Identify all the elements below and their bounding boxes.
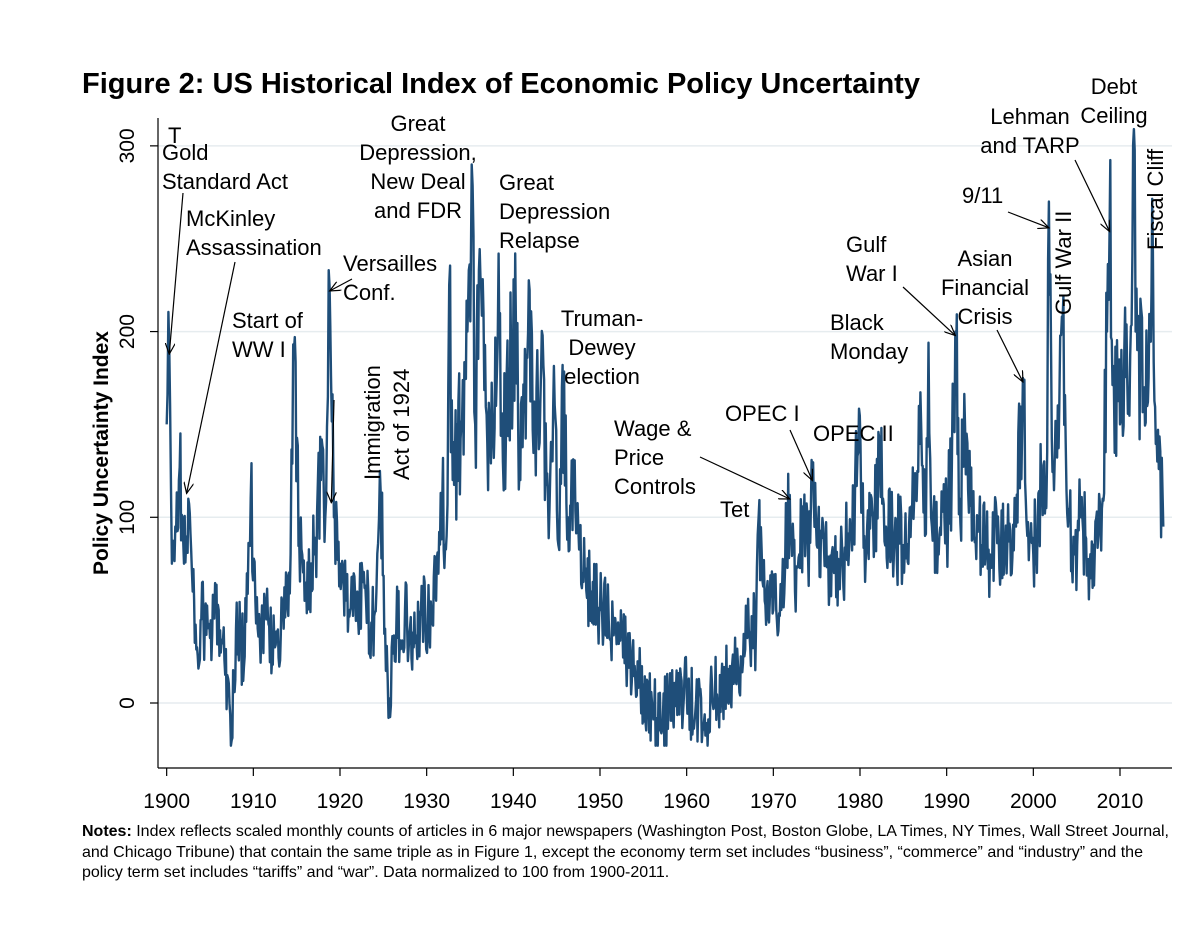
- annotation-arrow: [187, 261, 236, 493]
- annotation-line: Debt: [1091, 74, 1137, 99]
- x-tick-label: 1960: [663, 790, 710, 813]
- x-tick-label: 1940: [490, 790, 537, 813]
- annotation-line: McKinley: [186, 206, 275, 231]
- annotation-label: Fiscal Cliff: [1143, 148, 1168, 250]
- annotation-arrow: [1007, 211, 1049, 228]
- annotation-line: War I: [846, 261, 898, 286]
- annotation-arrow: [996, 329, 1023, 382]
- x-tick-label: 2010: [1097, 790, 1144, 813]
- annotation-line: Depression: [499, 199, 610, 224]
- annotation-label: Gulf War II: [1051, 211, 1076, 315]
- y-tick-label: 0: [116, 697, 139, 709]
- annotation-line: Great: [499, 170, 554, 195]
- annotation-line: Assassination: [186, 235, 322, 260]
- annotation-arrow: [331, 399, 334, 503]
- annotation-line: Gold: [162, 140, 208, 165]
- annotation-line: Ceiling: [1080, 103, 1147, 128]
- annotation-line: New Deal: [370, 169, 465, 194]
- annotation-line: election: [564, 364, 640, 389]
- annotation-label: Immigration Act of 1924: [360, 365, 414, 480]
- annotation-label: Start of WW I: [232, 308, 304, 362]
- annotation-label: Tet: [720, 497, 749, 522]
- x-tick-label: 1970: [750, 790, 797, 813]
- notes-text: Index reflects scaled monthly counts of …: [82, 823, 1169, 881]
- x-tick-label: 2000: [1010, 790, 1057, 813]
- annotation-line: Tet: [720, 497, 749, 522]
- annotation-line: Financial: [941, 275, 1029, 300]
- annotation-label: Lehman and TARP: [980, 104, 1079, 158]
- annotation-label: Versailles Conf.: [343, 251, 437, 305]
- y-tick-label: 300: [116, 128, 139, 163]
- annotation-line: Gulf: [846, 232, 887, 257]
- annotation-line: Wage &: [614, 416, 692, 441]
- annotation-label: Wage & Price Controls: [614, 416, 696, 499]
- annotation-arrow: [902, 286, 955, 336]
- annotation-line: Monday: [830, 339, 908, 364]
- annotation-label: Gold Standard Act: [162, 140, 288, 194]
- annotation-line: and FDR: [374, 198, 462, 223]
- annotation-line: Depression,: [359, 140, 476, 165]
- annotation-line: Controls: [614, 474, 696, 499]
- annotation-line: 9/11: [962, 183, 1003, 208]
- x-tick-label: 1920: [317, 790, 364, 813]
- x-tick-label: 1930: [403, 790, 450, 813]
- y-axis-title: Policy Uncertainty Index: [90, 331, 113, 575]
- annotation-line: Black: [830, 310, 885, 335]
- annotation-line: T: [168, 123, 181, 148]
- annotation-arrow: [169, 192, 184, 354]
- annotation-label: T: [168, 123, 181, 148]
- y-tick-label: 100: [116, 500, 139, 535]
- gridlines: [158, 145, 1172, 704]
- annotation-line: Act of 1924: [389, 369, 414, 480]
- annotation-label: Asian Financial Crisis: [941, 246, 1029, 329]
- annotation-line: and TARP: [980, 133, 1079, 158]
- annotation-line: Price: [614, 445, 664, 470]
- x-tick-label: 1910: [230, 790, 277, 813]
- annotation-label: Black Monday: [830, 310, 908, 364]
- annotation-line: Dewey: [568, 335, 635, 360]
- annotation-arrow: [699, 456, 790, 499]
- annotation-line: Lehman: [990, 104, 1070, 129]
- annotation-line: Standard Act: [162, 169, 288, 194]
- x-tick-label: 1990: [923, 790, 970, 813]
- annotation-line: Conf.: [343, 280, 396, 305]
- annotation-arrow: [1074, 159, 1110, 232]
- annotation-line: Fiscal Cliff: [1143, 148, 1168, 250]
- annotation-line: Truman-: [561, 306, 643, 331]
- notes: Notes: Index reflects scaled monthly cou…: [82, 822, 1172, 884]
- annotation-line: Asian: [957, 246, 1012, 271]
- axes: 0 100 200 300 1900 1910 1920 1930 1940 1950 1960 19…: [90, 118, 1172, 813]
- annotation-line: Relapse: [499, 228, 580, 253]
- annotation-line: Versailles: [343, 251, 437, 276]
- annotation-label: Gulf War I: [846, 232, 898, 286]
- annotation-label: Truman- Dewey election: [561, 306, 643, 389]
- annotation-line: WW I: [232, 337, 286, 362]
- annotation-line: Great: [390, 111, 445, 136]
- annotation-label: Debt Ceiling: [1080, 74, 1147, 128]
- annotation-label: McKinley Assassination: [186, 206, 322, 260]
- y-tick-label: 200: [116, 314, 139, 349]
- annotation-arrow: [789, 429, 812, 480]
- annotation-line: Gulf War II: [1051, 211, 1076, 315]
- notes-label: Notes:: [82, 823, 132, 840]
- annotation-label: Great Depression Relapse: [499, 170, 610, 253]
- x-tick-label: 1900: [143, 790, 190, 813]
- annotation-line: Immigration: [360, 365, 385, 480]
- annotation-label: Great Depression, New Deal and FDR: [359, 111, 476, 223]
- annotation-line: Crisis: [958, 304, 1013, 329]
- annotation-line: OPEC I: [725, 401, 800, 426]
- chart-title: Figure 2: US Historical Index of Economi…: [82, 68, 920, 100]
- annotation-label: 9/11: [962, 183, 1003, 208]
- annotation-label: OPEC II: [813, 421, 894, 446]
- x-tick-label: 1980: [837, 790, 884, 813]
- x-tick-label: 1950: [577, 790, 624, 813]
- annotation-line: OPEC II: [813, 421, 894, 446]
- annotation-arrow: [330, 278, 353, 291]
- annotation-label: OPEC I: [725, 401, 800, 426]
- annotation-line: Start of: [232, 308, 304, 333]
